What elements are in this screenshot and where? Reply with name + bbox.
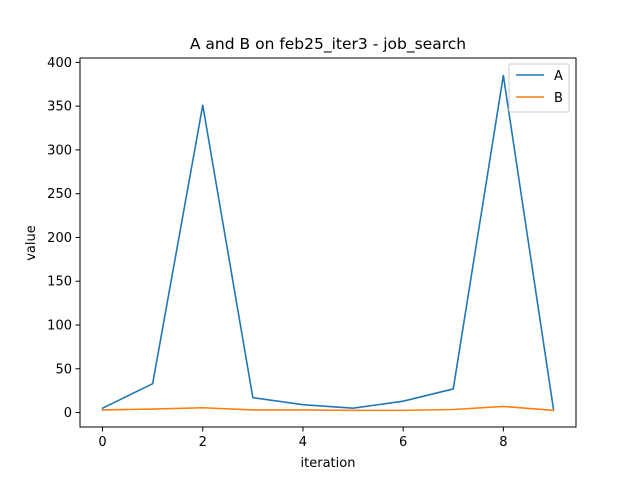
y-tick-label: 0 [64, 406, 72, 421]
x-tick-label: 8 [499, 435, 507, 450]
legend: A B [508, 63, 570, 113]
x-tick-label: 6 [399, 435, 407, 450]
legend-label-a: A [554, 69, 563, 84]
y-tick-label: 200 [47, 231, 72, 246]
y-tick-label: 100 [47, 319, 72, 334]
series-layer [101, 74, 555, 412]
chart-title: A and B on feb25_iter3 - job_search [190, 35, 466, 54]
legend-frame [508, 63, 570, 113]
series-line-b [101, 405, 555, 412]
x-tick-label: 2 [199, 435, 207, 450]
x-tick-label: 0 [98, 435, 106, 450]
y-tick-label: 50 [55, 362, 72, 377]
x-axis-ticks: 0 2 4 6 8 [98, 427, 507, 450]
plot-area-frame [79, 57, 577, 428]
y-tick-label: 400 [47, 56, 72, 71]
x-axis-label: iteration [301, 456, 356, 471]
legend-label-b: B [554, 91, 563, 106]
y-axis-ticks: 0 50 100 150 200 250 300 350 400 [47, 56, 80, 421]
y-tick-label: 300 [47, 143, 72, 158]
y-tick-label: 350 [47, 100, 72, 115]
y-tick-label: 150 [47, 275, 72, 290]
y-axis-label: value [24, 225, 39, 261]
x-tick-label: 4 [299, 435, 307, 450]
y-tick-label: 250 [47, 187, 72, 202]
series-line-a [101, 74, 555, 410]
